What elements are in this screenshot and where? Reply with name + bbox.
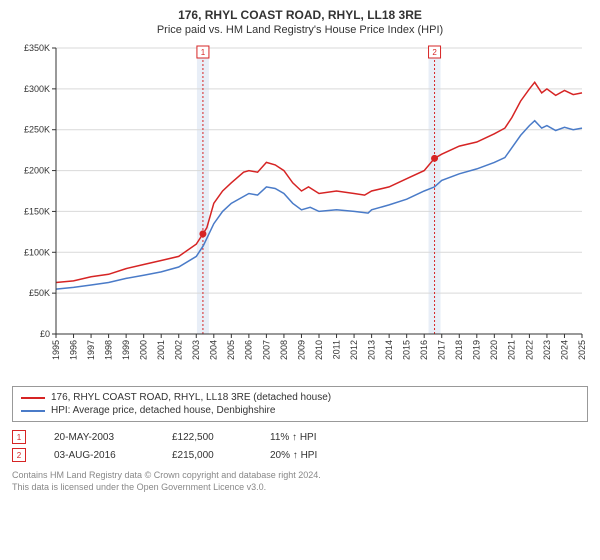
svg-text:2005: 2005: [226, 340, 236, 360]
chart-title: 176, RHYL COAST ROAD, RHYL, LL18 3RE: [12, 8, 588, 22]
svg-text:2024: 2024: [559, 340, 569, 360]
chart-area: £0 £50K £100K £150K £200K £250K £300K £350K 1995…: [12, 42, 588, 382]
svg-text:£300K: £300K: [24, 84, 50, 94]
footer-line: This data is licensed under the Open Gov…: [12, 482, 588, 494]
chart-subtitle: Price paid vs. HM Land Registry's House …: [12, 24, 588, 36]
sale-pct: 11% ↑ HPI: [270, 432, 350, 443]
svg-text:2019: 2019: [472, 340, 482, 360]
sale-date: 03-AUG-2016: [54, 450, 144, 461]
svg-text:2018: 2018: [454, 340, 464, 360]
svg-text:2016: 2016: [419, 340, 429, 360]
svg-text:£150K: £150K: [24, 206, 50, 216]
svg-text:1997: 1997: [86, 340, 96, 360]
svg-text:2017: 2017: [437, 340, 447, 360]
footer-attribution: Contains HM Land Registry data © Crown c…: [12, 470, 588, 493]
sales-table: 1 20-MAY-2003 £122,500 11% ↑ HPI 2 03-AUG-201…: [12, 428, 588, 464]
svg-text:2000: 2000: [139, 340, 149, 360]
svg-text:£200K: £200K: [24, 166, 50, 176]
svg-text:1999: 1999: [121, 340, 131, 360]
svg-text:1995: 1995: [51, 340, 61, 360]
sale-marker-icon: 1: [12, 430, 26, 444]
sale-price: £122,500: [172, 432, 242, 443]
legend-swatch: [21, 397, 45, 399]
line-chart: £0 £50K £100K £150K £200K £250K £300K £350K 1995…: [12, 42, 588, 382]
svg-text:2008: 2008: [279, 340, 289, 360]
svg-text:2013: 2013: [366, 340, 376, 360]
svg-text:£350K: £350K: [24, 43, 50, 53]
svg-text:2014: 2014: [384, 340, 394, 360]
svg-text:2004: 2004: [209, 340, 219, 360]
svg-text:2010: 2010: [314, 340, 324, 360]
legend-item: HPI: Average price, detached house, Denb…: [21, 404, 579, 417]
svg-text:2022: 2022: [524, 340, 534, 360]
svg-text:2015: 2015: [402, 340, 412, 360]
svg-text:2001: 2001: [156, 340, 166, 360]
legend-label: HPI: Average price, detached house, Denb…: [51, 405, 275, 416]
svg-text:2002: 2002: [174, 340, 184, 360]
legend-swatch: [21, 410, 45, 412]
svg-text:1: 1: [201, 48, 206, 57]
svg-text:2: 2: [432, 48, 437, 57]
svg-text:2006: 2006: [244, 340, 254, 360]
sale-price: £215,000: [172, 450, 242, 461]
sale-row: 2 03-AUG-2016 £215,000 20% ↑ HPI: [12, 446, 588, 464]
footer-line: Contains HM Land Registry data © Crown c…: [12, 470, 588, 482]
legend: 176, RHYL COAST ROAD, RHYL, LL18 3RE (de…: [12, 386, 588, 422]
legend-label: 176, RHYL COAST ROAD, RHYL, LL18 3RE (de…: [51, 392, 331, 403]
svg-text:2012: 2012: [349, 340, 359, 360]
legend-item: 176, RHYL COAST ROAD, RHYL, LL18 3RE (de…: [21, 391, 579, 404]
svg-text:£250K: £250K: [24, 125, 50, 135]
svg-text:2007: 2007: [261, 340, 271, 360]
svg-text:2020: 2020: [489, 340, 499, 360]
svg-text:2021: 2021: [507, 340, 517, 360]
sale-row: 1 20-MAY-2003 £122,500 11% ↑ HPI: [12, 428, 588, 446]
svg-text:£50K: £50K: [29, 288, 50, 298]
svg-text:1996: 1996: [68, 340, 78, 360]
svg-text:2023: 2023: [542, 340, 552, 360]
svg-text:£100K: £100K: [24, 247, 50, 257]
svg-text:2003: 2003: [191, 340, 201, 360]
svg-text:£0: £0: [40, 329, 50, 339]
svg-text:1998: 1998: [103, 340, 113, 360]
sale-date: 20-MAY-2003: [54, 432, 144, 443]
sale-pct: 20% ↑ HPI: [270, 450, 350, 461]
svg-text:2025: 2025: [577, 340, 587, 360]
sale-marker-icon: 2: [12, 448, 26, 462]
svg-text:2009: 2009: [296, 340, 306, 360]
svg-text:2011: 2011: [331, 340, 341, 359]
